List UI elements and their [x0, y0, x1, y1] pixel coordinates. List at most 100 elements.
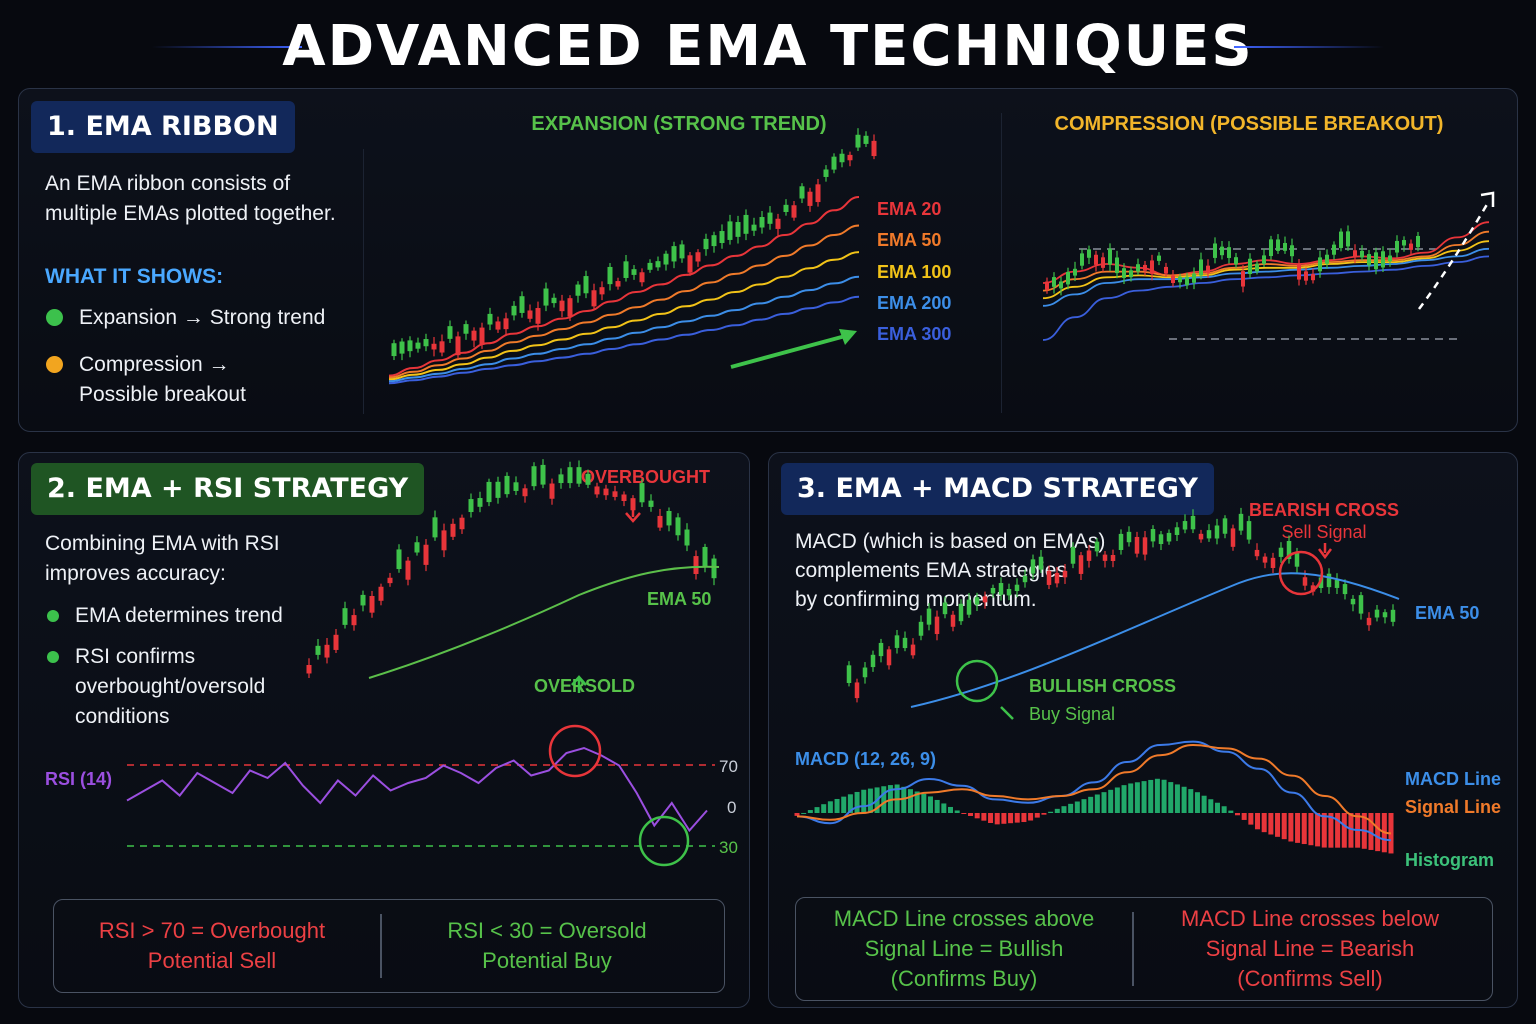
compression-candle	[1255, 263, 1259, 272]
expansion-candle	[575, 284, 581, 296]
compression-candle	[1164, 266, 1168, 274]
expansion-candle	[607, 266, 613, 285]
rsi-rules-box: RSI > 70 = Overbought Potential Sell RSI…	[53, 899, 725, 993]
rsi-label: RSI (14)	[45, 769, 113, 789]
ema100-label: EMA 100	[877, 262, 952, 282]
expansion-candle	[407, 340, 413, 352]
macd-price-candle	[1374, 609, 1380, 618]
rsi-price-candle	[324, 644, 330, 658]
macd-price-candle	[1182, 521, 1188, 530]
compression-ema-line	[1042, 247, 1490, 307]
overbought-circle	[548, 724, 602, 778]
expansion-candle	[431, 343, 437, 350]
macd-price-candle	[1358, 595, 1364, 614]
expansion-candle	[591, 290, 597, 307]
macd-rule-bearish: MACD Line crosses below Signal Line = Be…	[1140, 898, 1480, 1000]
panel2-bullet2-line2: overbought/oversold	[75, 675, 266, 698]
rsi-price-candle	[513, 482, 519, 491]
macd-price-candle	[1038, 556, 1044, 570]
histogram-bar	[1275, 813, 1281, 837]
rsi-price-candle	[522, 488, 528, 497]
rsi-price-candle	[486, 481, 492, 503]
expansion-candle	[615, 281, 621, 287]
expansion-candle	[503, 318, 509, 330]
expansion-candle	[839, 153, 845, 163]
expansion-candle	[767, 212, 773, 224]
macd-price-candle	[1198, 533, 1204, 540]
breakout-arrow-head-icon	[1480, 191, 1495, 207]
histogram-bar	[821, 804, 827, 813]
expansion-candle	[799, 186, 805, 199]
compression-candle	[1136, 264, 1140, 272]
rsi-price-candle	[405, 560, 411, 580]
histogram-bar	[1088, 796, 1094, 813]
histogram-bar	[994, 813, 1000, 825]
macd-price-candle	[854, 682, 860, 699]
macd-price-candle	[1014, 584, 1020, 592]
macd-price-candle	[1238, 513, 1244, 531]
expansion-candle	[735, 222, 741, 237]
macd-price-candle	[1254, 549, 1260, 557]
expansion-chart	[388, 128, 877, 385]
panel2-bullet1: EMA determines trend	[75, 604, 283, 627]
histogram-bar	[968, 813, 974, 816]
histogram-bar	[807, 810, 813, 813]
panel2-bullet2-line1: RSI confirms	[75, 645, 196, 668]
histogram-bar	[1255, 813, 1261, 830]
expansion-candle	[695, 252, 701, 262]
compression-candle	[1409, 243, 1413, 250]
rsi-price-candle	[441, 530, 447, 551]
macd-line	[796, 740, 1392, 842]
rsi-price-candle	[495, 481, 501, 498]
rsi-price-candle	[387, 577, 393, 584]
rsi-price-candle	[468, 499, 474, 513]
macd-price-candle	[1206, 530, 1212, 539]
expansion-candle	[447, 326, 453, 339]
rsi-price-candle	[306, 665, 312, 674]
macd-price-candle	[1070, 546, 1076, 564]
expansion-candle	[807, 191, 813, 206]
macd-price-candle	[942, 602, 948, 615]
rsi-price-chart	[306, 459, 720, 679]
rsi-price-candle	[648, 500, 654, 507]
macd-price-candle	[1158, 534, 1164, 545]
macd-price-candle	[870, 654, 876, 668]
panel3-badge: 3. EMA + MACD STRATEGY	[781, 463, 1214, 515]
bearish-arrow-head-icon	[1318, 548, 1332, 560]
compression-candle	[1143, 264, 1147, 271]
macd-rule-bullish-line2: Signal Line = Bullish	[864, 936, 1064, 961]
macd-rule-bearish-line2: Signal Line = Bearish	[1205, 936, 1415, 961]
compression-candle	[1227, 247, 1231, 258]
rsi-rule-overbought-line1: RSI > 70 = Overbought	[98, 918, 326, 943]
compression-chart	[1042, 191, 1495, 341]
histogram-bar	[1281, 813, 1287, 840]
expansion-candle	[759, 217, 765, 228]
compression-candle	[1262, 255, 1266, 264]
rsi-price-candle	[459, 517, 465, 530]
rsi-price-candle	[675, 517, 681, 536]
histogram-bar	[827, 801, 833, 813]
rsi-price-candle	[621, 494, 627, 502]
expansion-candle	[455, 336, 461, 356]
histogram-bar	[1161, 779, 1167, 813]
histogram-bar	[1295, 813, 1301, 843]
rsi-price-candle	[378, 586, 384, 601]
macd-price-candle	[1174, 527, 1180, 535]
compression-candle	[1073, 268, 1077, 276]
expansion-candle	[527, 310, 533, 319]
histogram-bar	[1074, 801, 1080, 813]
title-decoration-left	[152, 46, 302, 48]
compression-candle	[1115, 257, 1119, 274]
panel1-desc-line1: An EMA ribbon consists of	[45, 172, 291, 195]
rsi-price-candle	[657, 515, 663, 528]
expansion-candle	[423, 339, 429, 347]
expansion-candle	[687, 255, 693, 273]
macd-price-candle	[998, 583, 1004, 595]
macd-price-candle	[950, 614, 956, 627]
histogram-bar	[1181, 786, 1187, 813]
histogram-bar	[794, 813, 800, 816]
macd-price-candle	[982, 596, 988, 603]
ema-ribbon-panel: 1. EMA RIBBON An EMA ribbon consists of …	[18, 88, 1518, 432]
histogram-bar	[841, 796, 847, 813]
compression-candle	[1381, 251, 1385, 268]
